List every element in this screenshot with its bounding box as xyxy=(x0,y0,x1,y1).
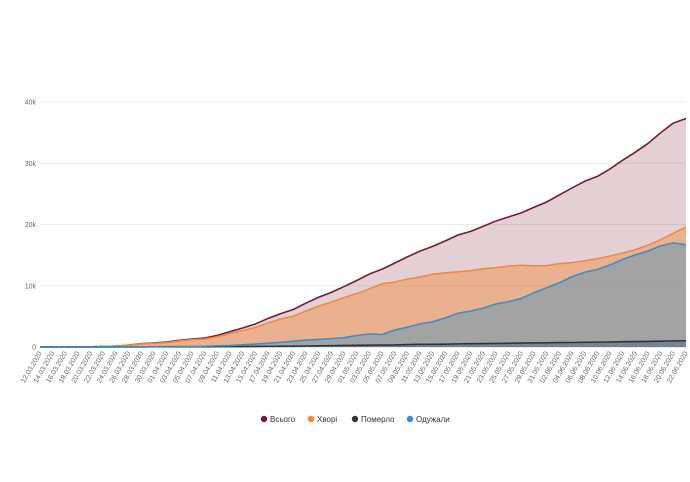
area-3 xyxy=(40,340,686,347)
legend-item: Померло xyxy=(351,415,395,424)
x-axis: 12.03.202014.03.202016.03.202018.03.2020… xyxy=(20,350,690,384)
y-tick-label: 30k xyxy=(25,161,37,168)
legend-marker xyxy=(406,415,414,423)
legend-label: Одужали xyxy=(416,415,450,424)
legend-marker xyxy=(351,415,359,423)
y-tick-label: 40k xyxy=(25,100,37,107)
y-tick-label: 0 xyxy=(32,345,36,352)
legend-item: Всього xyxy=(260,415,296,424)
area-4 xyxy=(40,242,686,347)
legend-marker xyxy=(307,415,315,423)
legend-item: Хворі xyxy=(307,415,337,424)
legend-label: Померло xyxy=(361,415,395,424)
area-2 xyxy=(40,226,686,347)
legend: Всього Хворі Померло Одужали xyxy=(260,415,450,424)
legend-label: Хворі xyxy=(317,415,337,424)
series-areas xyxy=(40,118,686,347)
y-gridlines xyxy=(40,101,686,348)
legend-item: Одужали xyxy=(406,415,450,424)
legend-marker xyxy=(260,415,268,423)
legend-label: Всього xyxy=(270,415,296,424)
series-line-4 xyxy=(40,242,687,348)
series-lines xyxy=(39,117,687,348)
y-tick-label: 20k xyxy=(25,222,37,229)
y-axis: 0 10k 20k 30k 40k xyxy=(25,100,37,352)
area-1 xyxy=(40,118,686,347)
series-line-2 xyxy=(39,226,687,348)
y-tick-label: 10k xyxy=(25,283,37,290)
